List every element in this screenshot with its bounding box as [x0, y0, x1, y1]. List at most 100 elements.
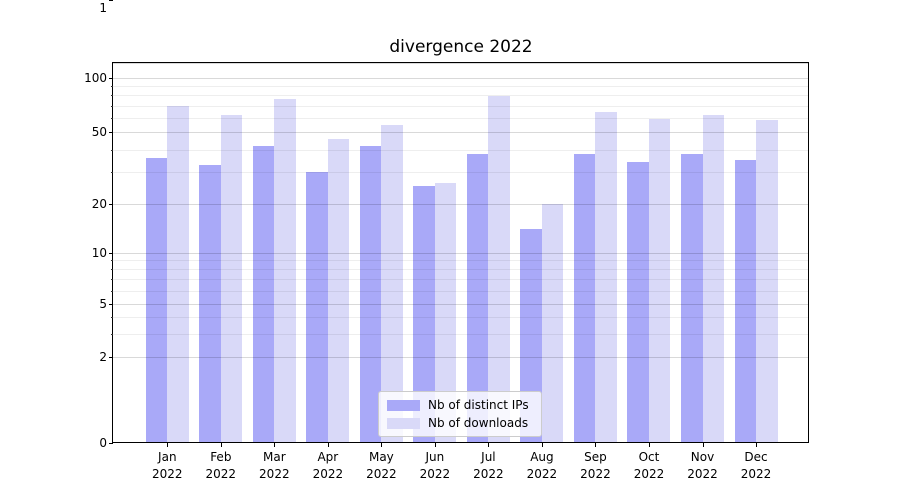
x-tick-month: Nov [690, 450, 715, 464]
x-tick-label-nov: Nov 2022 [671, 449, 735, 483]
y-minor-tick-mark-60 [110, 117, 113, 119]
x-tick-year: 2022 [205, 467, 237, 481]
bar-downloads-feb [220, 115, 243, 442]
bar-distinct-ips-feb [199, 164, 221, 442]
y-tick-label-5: 5 [99, 297, 107, 311]
bar-downloads-may [381, 124, 403, 442]
legend-swatch-downloads [387, 417, 420, 429]
y-tick-label-1: 1 [99, 1, 107, 15]
y-tick-label-2: 2 [99, 350, 107, 364]
major-gridline-100 [113, 78, 808, 79]
x-tick-mark-oct [648, 443, 650, 447]
x-tick-label-jun: Jun 2022 [403, 449, 467, 483]
x-tick-label-may: May 2022 [349, 449, 413, 483]
bar-distinct-ips-may [359, 145, 382, 442]
x-tick-month: Aug [530, 450, 554, 464]
minor-gridline-9 [113, 260, 808, 262]
y-tick-mark-100 [109, 78, 113, 79]
bar-distinct-ips-oct [627, 162, 649, 442]
minor-gridline-90 [113, 86, 808, 88]
bar-downloads-aug [541, 204, 564, 442]
x-tick-month: Mar [263, 450, 286, 464]
x-tick-month: Feb [210, 450, 232, 464]
x-tick-month: May [368, 450, 394, 464]
x-tick-label-sep: Sep 2022 [563, 449, 627, 483]
x-tick-label-jul: Jul 2022 [456, 449, 520, 483]
chart-title: divergence 2022 [389, 37, 533, 57]
bar-downloads-jun [434, 183, 457, 442]
x-tick-mark-mar [274, 443, 276, 447]
minor-gridline-80 [113, 95, 808, 97]
x-tick-month: Dec [744, 450, 768, 464]
x-tick-label-apr: Apr 2022 [296, 449, 360, 483]
x-tick-mark-jul [488, 443, 490, 447]
minor-gridline-4 [113, 316, 808, 318]
x-tick-label-jan: Jan 2022 [135, 449, 199, 483]
y-tick-label-50: 50 [91, 125, 107, 139]
bar-downloads-jan [167, 105, 189, 442]
y-tick-label-20: 20 [91, 197, 107, 211]
x-tick-mark-may [381, 443, 383, 447]
bar-downloads-dec [756, 120, 778, 442]
x-tick-year: 2022 [633, 467, 665, 481]
bar-distinct-ips-nov [681, 153, 703, 442]
x-tick-mark-jan [167, 443, 169, 447]
bar-distinct-ips-aug [520, 229, 542, 442]
legend-label-downloads: Nb of downloads [428, 416, 529, 430]
x-tick-label-mar: Mar 2022 [242, 449, 306, 483]
major-gridline-1 [113, 63, 808, 64]
y-minor-tick-mark-40 [110, 149, 113, 151]
x-tick-mark-nov [702, 443, 704, 447]
x-tick-month: Jun [425, 450, 445, 464]
minor-gridline-7 [113, 279, 808, 281]
x-tick-label-oct: Oct 2022 [617, 449, 681, 483]
bar-distinct-ips-mar [252, 145, 275, 442]
x-tick-label-aug: Aug 2022 [510, 449, 574, 483]
x-tick-year: 2022 [152, 467, 183, 481]
bar-downloads-mar [274, 99, 296, 442]
y-minor-tick-mark-90 [110, 86, 113, 88]
major-gridline-20 [113, 204, 808, 205]
major-gridline-2 [113, 357, 808, 358]
y-tick-mark-1 [109, 0, 113, 1]
bar-downloads-sep [595, 111, 617, 442]
x-tick-month: Jan [158, 450, 177, 464]
x-tick-mark-apr [327, 443, 329, 447]
x-tick-label-dec: Dec 2022 [724, 449, 788, 483]
x-tick-mark-sep [595, 443, 597, 447]
minor-gridline-3 [113, 333, 808, 335]
bar-downloads-apr [327, 138, 350, 442]
bar-downloads-oct [648, 119, 671, 442]
y-tick-mark-0 [109, 443, 113, 444]
minor-gridline-40 [113, 149, 808, 151]
x-tick-label-feb: Feb 2022 [189, 449, 253, 483]
x-tick-month: Apr [317, 450, 339, 464]
bar-downloads-nov [702, 115, 724, 442]
legend-row-distinct-ips: Nb of distinct IPs [387, 398, 533, 412]
x-tick-month: Oct [638, 450, 660, 464]
bar-distinct-ips-apr [306, 172, 328, 442]
x-tick-year: 2022 [366, 467, 397, 481]
x-tick-mark-jun [434, 443, 436, 447]
minor-gridline-60 [113, 117, 808, 119]
x-tick-year: 2022 [473, 467, 504, 481]
y-tick-label-0: 0 [99, 436, 107, 450]
y-minor-tick-mark-7 [110, 279, 113, 281]
legend: Nb of distinct IPs Nb of downloads [378, 391, 542, 437]
plot-area [112, 62, 809, 443]
x-tick-year: 2022 [419, 467, 451, 481]
y-tick-mark-2 [109, 357, 113, 358]
y-tick-mark-50 [109, 132, 113, 133]
bar-distinct-ips-jul [466, 153, 489, 442]
major-gridline-10 [113, 252, 808, 254]
x-tick-month: Jul [481, 450, 496, 464]
bar-downloads-jul [488, 96, 510, 442]
minor-gridline-30 [113, 172, 808, 174]
x-tick-year: 2022 [312, 467, 344, 481]
x-tick-year: 2022 [687, 467, 718, 481]
y-minor-tick-mark-8 [110, 269, 113, 271]
legend-swatch-distinct-ips [387, 399, 420, 411]
x-tick-mark-dec [756, 443, 758, 447]
y-minor-tick-mark-4 [110, 316, 113, 318]
